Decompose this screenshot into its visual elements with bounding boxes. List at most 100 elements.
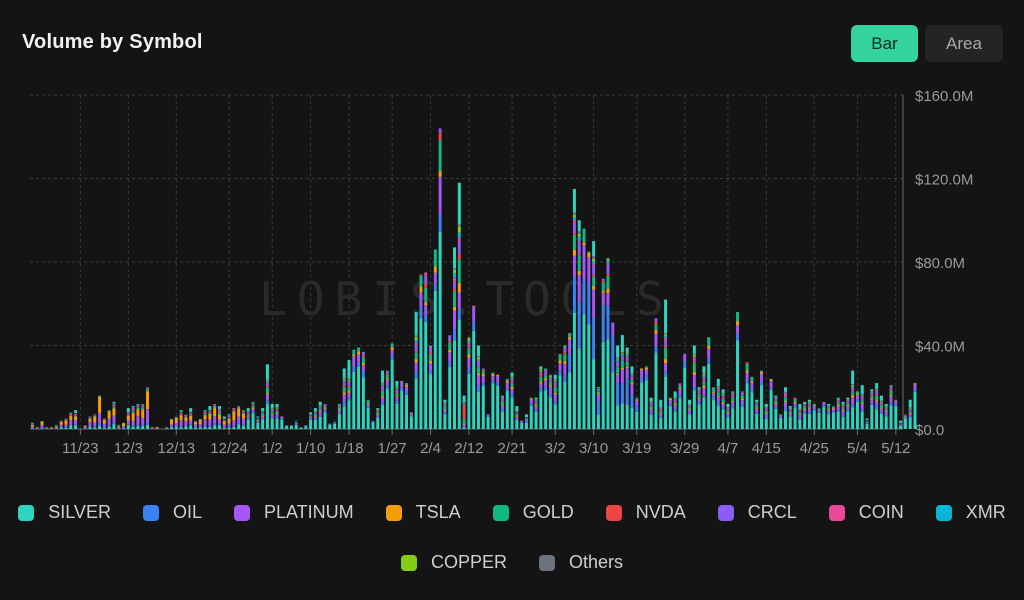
bar-segment-tsla xyxy=(59,421,63,425)
bar-segment-tsla xyxy=(659,413,663,415)
legend-label: XMR xyxy=(965,502,1006,522)
bar-segment-nvda xyxy=(395,392,399,394)
bar-segment-tsla xyxy=(381,396,385,398)
bar-segment-silver xyxy=(289,425,293,429)
bar-segment-crcl xyxy=(189,413,193,415)
bar-segment-copper xyxy=(572,214,576,218)
bar-segment-oil xyxy=(433,284,437,291)
bar-segment-platinum xyxy=(376,414,380,417)
bar-segment-crcl xyxy=(688,406,692,408)
bar-segment-oil xyxy=(217,423,221,426)
bar-segment-oil xyxy=(366,405,370,408)
legend-item-tsla[interactable]: TSLA xyxy=(385,502,461,523)
bar-segment-platinum xyxy=(155,427,159,429)
bar-segment-gold xyxy=(616,367,620,374)
bar-segment-nvda xyxy=(774,400,778,401)
bar-segment-platinum xyxy=(606,293,610,306)
bar xyxy=(745,362,749,429)
bar-segment-tsla xyxy=(107,411,111,419)
bar xyxy=(817,408,821,429)
bar-segment-silver xyxy=(688,414,692,429)
bar xyxy=(582,228,586,429)
bar-segment-gold xyxy=(405,383,409,385)
bar-segment-tsla xyxy=(572,249,576,256)
bar-segment-tsla xyxy=(582,242,586,246)
legend-item-silver[interactable]: SILVER xyxy=(18,502,111,523)
bar xyxy=(74,410,78,429)
bar-segment-silver xyxy=(347,400,351,429)
bar-segment-platinum xyxy=(141,417,145,425)
legend-item-oil[interactable]: OIL xyxy=(142,502,202,523)
bar-segment-platinum xyxy=(146,409,150,424)
bar xyxy=(309,412,313,429)
bar-segment-oil xyxy=(568,353,572,373)
bar xyxy=(165,426,169,429)
bar-segment-others xyxy=(592,256,596,259)
x-tick-label: 4/15 xyxy=(752,440,781,457)
bar-segment-platinum xyxy=(539,383,543,389)
bar-segment-silver xyxy=(726,403,730,408)
area-toggle-button[interactable]: Area xyxy=(925,25,1003,62)
bar-segment-tsla xyxy=(227,418,231,424)
bar-segment-silver xyxy=(251,413,255,429)
bar-segment-oil xyxy=(467,368,471,374)
bar-segment-coin xyxy=(688,405,692,407)
bar-segment-crcl xyxy=(649,403,653,406)
bar-segment-tsla xyxy=(261,416,265,417)
bar-segment-tsla xyxy=(548,385,552,387)
bar-segment-gold xyxy=(644,366,648,368)
bar-segment-oil xyxy=(313,418,317,421)
bar xyxy=(788,406,792,429)
bar-segment-gold xyxy=(337,407,341,410)
legend-item-nvda[interactable]: NVDA xyxy=(605,502,686,523)
bar-segment-others xyxy=(851,384,855,385)
bar-segment-tsla xyxy=(385,378,389,380)
legend-item-platinum[interactable]: PLATINUM xyxy=(233,502,354,523)
legend-item-gold[interactable]: GOLD xyxy=(492,502,574,523)
legend-item-copper[interactable]: COPPER xyxy=(400,552,507,573)
bar xyxy=(429,345,433,429)
bar-segment-silver xyxy=(146,424,150,429)
bar-segment-silver xyxy=(851,407,855,429)
bar-segment-platinum xyxy=(270,414,274,418)
bar-segment-nvda xyxy=(606,273,610,276)
bar-segment-silver xyxy=(83,428,87,429)
bar-segment-oil xyxy=(736,334,740,341)
bar-segment-silver xyxy=(596,387,600,389)
bar-segment-silver xyxy=(500,411,504,429)
bar-segment-copper xyxy=(692,354,696,356)
bar-segment-coin xyxy=(534,400,538,402)
bar-segment-tsla xyxy=(131,412,135,421)
bar-segment-crcl xyxy=(620,356,624,360)
bar xyxy=(189,408,193,429)
bar xyxy=(352,349,356,429)
legend-item-others[interactable]: Others xyxy=(539,552,623,573)
bar-segment-nvda xyxy=(572,233,576,235)
bar-segment-oil xyxy=(903,417,907,419)
bar xyxy=(539,366,543,429)
bar-segment-gold xyxy=(750,376,754,382)
bar-segment-silver xyxy=(668,406,672,429)
bar-segment-crcl xyxy=(443,404,447,407)
bar-segment-silver xyxy=(366,407,370,429)
bar-segment-others xyxy=(477,356,480,358)
bar-segment-tsla xyxy=(424,302,428,306)
bar-segment-gold xyxy=(702,381,706,386)
bar-segment-crcl xyxy=(318,407,322,409)
bar-segment-silver xyxy=(462,427,466,429)
bar-segment-silver xyxy=(524,414,528,417)
bar-segment-silver xyxy=(625,347,629,354)
bar-segment-silver xyxy=(141,425,145,429)
bar-segment-copper xyxy=(875,389,879,391)
legend-item-coin[interactable]: COIN xyxy=(828,502,904,523)
bar-segment-silver xyxy=(908,399,912,408)
bar-segment-gold xyxy=(688,407,692,410)
legend-item-crcl[interactable]: CRCL xyxy=(717,502,797,523)
bar-segment-coin xyxy=(740,392,744,393)
legend-item-xmr[interactable]: XMR xyxy=(935,502,1006,523)
bar-segment-platinum xyxy=(102,423,106,428)
bar-segment-platinum xyxy=(587,257,591,284)
x-tick-label: 3/2 xyxy=(545,440,566,457)
bar-segment-crcl xyxy=(232,409,236,410)
bar-toggle-button[interactable]: Bar xyxy=(851,25,918,62)
